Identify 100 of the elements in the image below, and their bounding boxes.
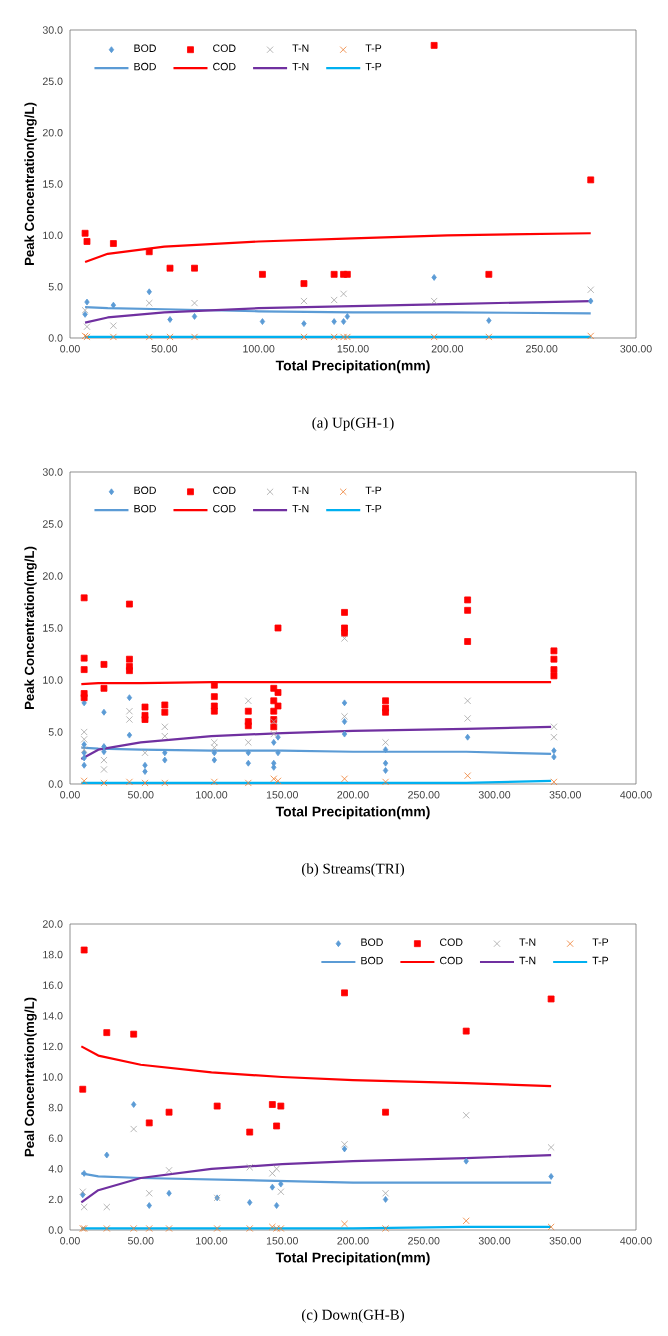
point bbox=[146, 288, 152, 296]
point bbox=[246, 1128, 254, 1136]
line-series bbox=[83, 232, 592, 264]
point bbox=[259, 270, 266, 278]
point bbox=[341, 712, 349, 720]
point bbox=[382, 1224, 390, 1232]
point bbox=[191, 313, 198, 320]
point bbox=[81, 754, 87, 762]
point bbox=[166, 264, 174, 272]
point bbox=[550, 647, 558, 655]
point bbox=[103, 1203, 111, 1211]
point bbox=[274, 689, 282, 696]
point bbox=[211, 749, 217, 757]
point bbox=[550, 778, 558, 786]
point bbox=[587, 176, 595, 184]
point bbox=[550, 733, 558, 741]
point bbox=[165, 1108, 173, 1116]
point bbox=[126, 600, 133, 608]
point bbox=[485, 270, 493, 278]
point bbox=[275, 749, 281, 757]
point bbox=[550, 655, 558, 663]
point bbox=[210, 738, 218, 746]
point bbox=[100, 684, 108, 692]
point bbox=[126, 731, 133, 739]
point bbox=[330, 296, 338, 304]
point bbox=[274, 624, 282, 632]
point bbox=[259, 318, 266, 325]
point bbox=[191, 299, 199, 307]
point bbox=[274, 702, 282, 710]
point bbox=[382, 697, 389, 705]
point bbox=[382, 778, 390, 786]
line-series bbox=[80, 725, 553, 761]
point bbox=[270, 730, 278, 738]
point bbox=[344, 313, 350, 320]
point bbox=[211, 756, 217, 764]
point bbox=[341, 609, 348, 616]
point bbox=[81, 741, 87, 748]
point bbox=[547, 995, 555, 1003]
point bbox=[382, 1196, 389, 1203]
point bbox=[464, 714, 472, 722]
point bbox=[145, 1224, 153, 1232]
point bbox=[191, 333, 199, 341]
point bbox=[126, 655, 133, 663]
point bbox=[80, 946, 88, 954]
point bbox=[100, 765, 108, 773]
point bbox=[145, 299, 153, 307]
point bbox=[273, 1122, 280, 1130]
point bbox=[277, 1188, 285, 1196]
point bbox=[130, 1030, 138, 1038]
point bbox=[268, 1101, 276, 1108]
point bbox=[464, 772, 472, 780]
point bbox=[165, 1224, 173, 1232]
point bbox=[341, 1140, 349, 1148]
point bbox=[269, 1183, 275, 1191]
point bbox=[587, 332, 595, 340]
point bbox=[161, 723, 169, 731]
point bbox=[80, 666, 88, 673]
point bbox=[430, 297, 438, 305]
point bbox=[341, 624, 348, 632]
point bbox=[300, 297, 308, 305]
point bbox=[341, 634, 349, 642]
point bbox=[126, 667, 133, 675]
point bbox=[547, 1223, 555, 1231]
point bbox=[167, 316, 173, 323]
point bbox=[382, 1189, 390, 1197]
point bbox=[340, 318, 347, 325]
point bbox=[210, 744, 218, 752]
point bbox=[341, 730, 348, 738]
point bbox=[100, 779, 108, 787]
point bbox=[550, 672, 558, 680]
point bbox=[130, 1224, 138, 1232]
point bbox=[83, 323, 91, 331]
point bbox=[462, 1027, 470, 1035]
point bbox=[431, 274, 437, 281]
point bbox=[246, 1224, 254, 1232]
point bbox=[145, 1189, 153, 1197]
point bbox=[246, 1163, 254, 1171]
point bbox=[81, 229, 89, 237]
point bbox=[270, 775, 278, 783]
point bbox=[551, 747, 557, 755]
point bbox=[341, 1145, 348, 1153]
point bbox=[485, 333, 493, 341]
point bbox=[80, 1203, 88, 1211]
point bbox=[161, 779, 169, 787]
point bbox=[270, 697, 278, 705]
point bbox=[81, 1170, 87, 1177]
point bbox=[382, 738, 390, 746]
point bbox=[145, 333, 153, 341]
point bbox=[548, 1173, 554, 1180]
point bbox=[125, 707, 133, 715]
point bbox=[462, 1217, 470, 1225]
point bbox=[141, 716, 149, 723]
point bbox=[341, 1220, 349, 1228]
point bbox=[101, 708, 107, 716]
point bbox=[587, 286, 595, 294]
line-series bbox=[80, 1153, 553, 1204]
point bbox=[382, 746, 389, 754]
point bbox=[550, 666, 558, 673]
point bbox=[341, 775, 349, 783]
point bbox=[464, 596, 471, 604]
